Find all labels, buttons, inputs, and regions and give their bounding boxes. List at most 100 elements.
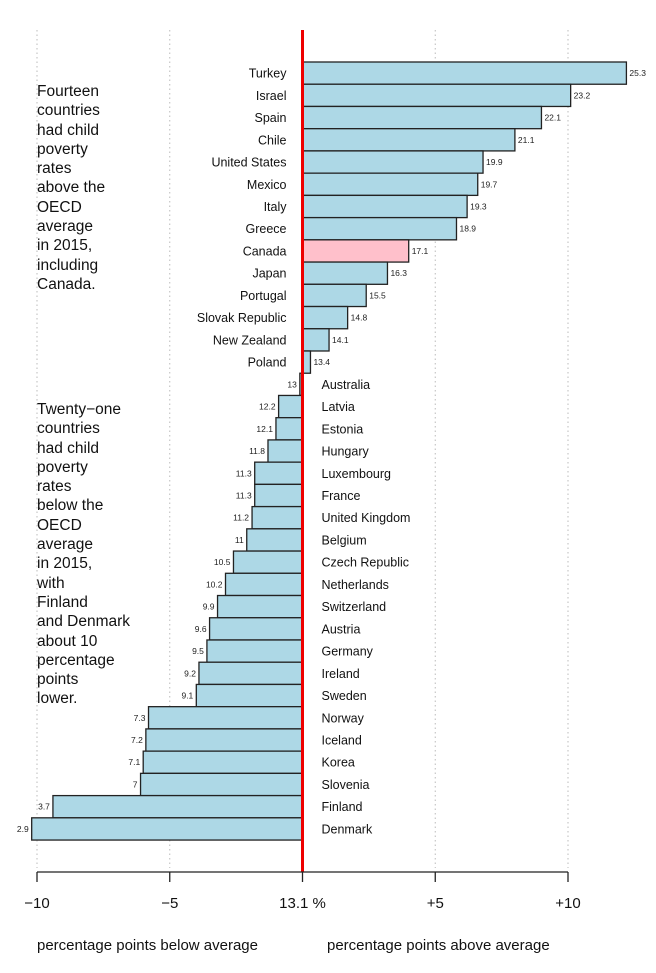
country-label: Hungary bbox=[322, 445, 370, 459]
country-label: Greece bbox=[246, 222, 287, 236]
value-label: 14.1 bbox=[332, 335, 349, 345]
bar-netherlands bbox=[224, 572, 304, 597]
bar-greece bbox=[301, 216, 458, 241]
country-label: Korea bbox=[322, 756, 355, 770]
country-label: Luxembourg bbox=[322, 467, 392, 481]
bar-spain bbox=[301, 105, 543, 130]
value-label: 11.3 bbox=[236, 468, 252, 478]
country-label: Poland bbox=[248, 356, 287, 370]
value-label: 18.9 bbox=[459, 224, 476, 234]
bar-portugal bbox=[301, 283, 367, 308]
x-axis-label-above: percentage points above average bbox=[327, 937, 550, 954]
bar-mexico bbox=[301, 172, 479, 197]
bar-ireland bbox=[198, 661, 304, 686]
bar-slovenia bbox=[139, 772, 304, 797]
bar-finland bbox=[52, 794, 304, 819]
value-label: 17.1 bbox=[412, 246, 429, 256]
annotation-above-average: Fourteen countries had child poverty rat… bbox=[37, 83, 106, 293]
bar-denmark bbox=[31, 817, 304, 841]
tick-label: −10 bbox=[24, 895, 49, 912]
country-label: Denmark bbox=[322, 822, 373, 836]
country-label: Slovak Republic bbox=[197, 311, 287, 325]
country-label: Italy bbox=[264, 200, 288, 214]
bar-austria bbox=[208, 617, 304, 641]
bar-canada bbox=[301, 239, 410, 263]
tick-label: 13.1 % bbox=[279, 895, 326, 912]
bar-hungary bbox=[267, 439, 304, 463]
tick-label: +10 bbox=[555, 895, 580, 912]
value-label: 21.1 bbox=[518, 135, 535, 145]
country-label: Iceland bbox=[322, 734, 362, 748]
bar-france bbox=[254, 483, 304, 508]
value-label: 19.3 bbox=[470, 201, 487, 211]
country-label: Latvia bbox=[322, 400, 355, 414]
value-label: 11 bbox=[235, 535, 244, 545]
value-label: 13.4 bbox=[313, 357, 330, 367]
value-label: 9.1 bbox=[181, 691, 193, 701]
x-axis: −10 −5 13.1 % +5 +10 bbox=[24, 871, 581, 912]
country-label: Israel bbox=[256, 89, 287, 103]
bar-czech-republic bbox=[232, 550, 304, 574]
country-label: Sweden bbox=[322, 689, 367, 703]
bar-switzerland bbox=[216, 594, 304, 619]
bars bbox=[31, 61, 628, 841]
country-label: Germany bbox=[322, 645, 374, 659]
country-label: Switzerland bbox=[322, 600, 387, 614]
value-label: 7.2 bbox=[131, 735, 143, 745]
value-label: 9.9 bbox=[203, 602, 215, 612]
bar-sweden bbox=[195, 683, 304, 708]
value-label: 16.3 bbox=[390, 268, 407, 278]
bar-new-zealand bbox=[301, 328, 330, 352]
country-label: Spain bbox=[255, 111, 287, 125]
country-label: United Kingdom bbox=[322, 511, 411, 525]
country-label: United States bbox=[211, 156, 286, 170]
value-label: 19.9 bbox=[486, 157, 503, 167]
value-label: 7 bbox=[133, 779, 138, 789]
value-label: 11.3 bbox=[236, 490, 252, 500]
value-label: 2.9 bbox=[17, 824, 29, 834]
value-label: 10.5 bbox=[214, 557, 231, 567]
bar-korea bbox=[142, 750, 304, 775]
value-label: 19.7 bbox=[481, 179, 498, 189]
value-label: 10.2 bbox=[206, 579, 223, 589]
value-label: 15.5 bbox=[369, 290, 386, 300]
country-label: Norway bbox=[322, 711, 365, 725]
value-label: 9.2 bbox=[184, 668, 196, 678]
value-label: 14.8 bbox=[351, 313, 368, 323]
country-label: Belgium bbox=[322, 533, 367, 547]
country-label: Mexico bbox=[247, 178, 287, 192]
value-label: 9.6 bbox=[195, 624, 207, 634]
country-label: Portugal bbox=[240, 289, 287, 303]
bar-turkey bbox=[301, 61, 628, 85]
bar-luxembourg bbox=[254, 461, 304, 486]
country-label: Slovenia bbox=[322, 778, 370, 792]
country-label: Japan bbox=[252, 267, 286, 281]
value-label: 9.5 bbox=[192, 646, 204, 656]
bar-latvia bbox=[277, 394, 304, 419]
value-label: 12.1 bbox=[256, 424, 273, 434]
country-label: Chile bbox=[258, 133, 287, 147]
bar-chile bbox=[301, 128, 516, 152]
annotation-below-average: Twenty−one countries had child poverty r… bbox=[37, 401, 131, 708]
bar-japan bbox=[301, 261, 389, 285]
bar-germany bbox=[206, 639, 304, 663]
value-labels: 25.3 23.2 22.1 21.1 19.9 19.7 19.3 18.9 17.1 16.3… bbox=[17, 68, 646, 834]
bar-norway bbox=[147, 706, 304, 730]
value-label: 13 bbox=[287, 379, 297, 389]
country-label: Czech Republic bbox=[322, 556, 410, 570]
country-label: Austria bbox=[322, 622, 361, 636]
bar-italy bbox=[301, 194, 468, 219]
bar-israel bbox=[301, 83, 572, 108]
country-label: Turkey bbox=[249, 67, 287, 81]
value-label: 11.8 bbox=[249, 446, 265, 456]
value-label: 7.1 bbox=[128, 757, 140, 767]
tick-label: −5 bbox=[161, 895, 178, 912]
x-axis-label-below: percentage points below average bbox=[37, 937, 258, 954]
bar-estonia bbox=[275, 417, 304, 441]
value-label: 12.2 bbox=[259, 402, 276, 412]
country-label: Netherlands bbox=[322, 578, 389, 592]
value-label: 22.1 bbox=[544, 113, 561, 123]
value-label: 25.3 bbox=[629, 68, 646, 78]
country-label: Ireland bbox=[322, 667, 360, 681]
